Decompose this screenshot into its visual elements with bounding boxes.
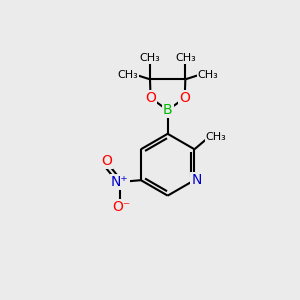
Text: N⁺: N⁺ (111, 175, 128, 189)
Text: O: O (145, 91, 156, 105)
Text: CH₃: CH₃ (198, 70, 218, 80)
Text: B: B (163, 103, 172, 117)
Text: CH₃: CH₃ (175, 52, 196, 62)
Text: N: N (192, 173, 202, 187)
Text: CH₃: CH₃ (117, 70, 138, 80)
Text: CH₃: CH₃ (206, 132, 226, 142)
Text: O: O (179, 91, 190, 105)
Text: O⁻: O⁻ (112, 200, 130, 214)
Text: O: O (101, 154, 112, 168)
Text: CH₃: CH₃ (140, 52, 160, 62)
